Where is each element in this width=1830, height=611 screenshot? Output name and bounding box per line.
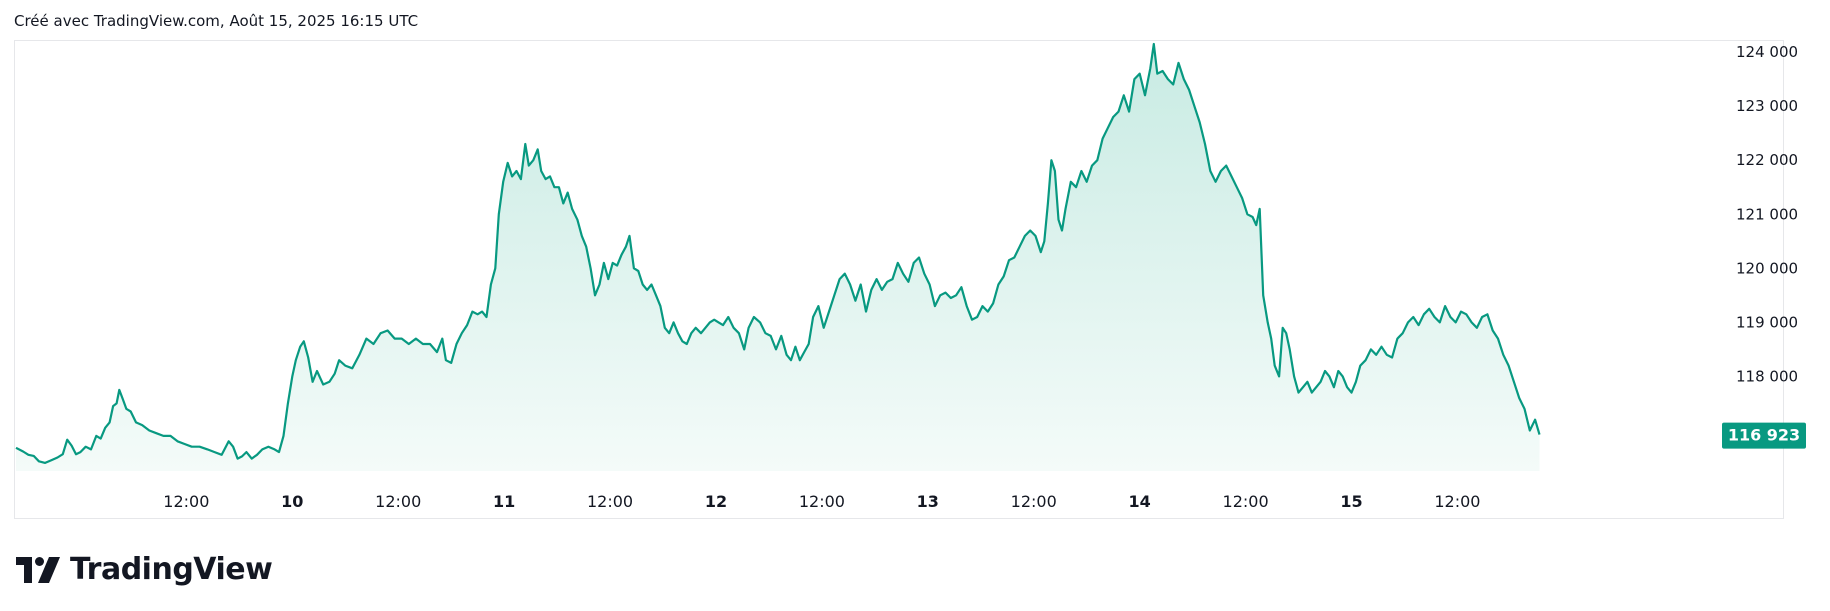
x-axis-tick-label: 11 — [493, 492, 515, 511]
x-axis-tick-label: 12:00 — [1011, 492, 1057, 511]
x-axis-tick-label: 13 — [917, 492, 939, 511]
y-axis-tick-label: 118 000 — [1736, 367, 1798, 385]
x-axis-tick-label: 12:00 — [163, 492, 209, 511]
tradingview-logo-icon — [16, 556, 60, 583]
tradingview-logo-text: TradingView — [70, 552, 273, 587]
y-axis-tick-label: 122 000 — [1736, 151, 1798, 169]
x-axis-tick-label: 12:00 — [1434, 492, 1480, 511]
x-axis-tick-label: 12:00 — [375, 492, 421, 511]
price-area-fill — [16, 44, 1540, 471]
y-axis-tick-label: 121 000 — [1736, 205, 1798, 223]
x-axis-tick-label: 10 — [281, 492, 303, 511]
tradingview-logo[interactable]: TradingView — [16, 552, 273, 587]
x-axis-tick-label: 12:00 — [587, 492, 633, 511]
y-axis-tick-label: 119 000 — [1736, 313, 1798, 331]
chart-frame — [14, 40, 1784, 519]
x-axis-tick-label: 12:00 — [799, 492, 845, 511]
y-axis-tick-label: 124 000 — [1736, 43, 1798, 61]
price-line[interactable] — [15, 42, 1541, 464]
x-axis-tick-label: 15 — [1340, 492, 1362, 511]
x-axis-tick-label: 12 — [705, 492, 727, 511]
last-price-tag — [1722, 422, 1806, 449]
x-axis-tick-label: 12:00 — [1223, 492, 1269, 511]
chart-caption: Créé avec TradingView.com, Août 15, 2025… — [14, 12, 419, 30]
y-axis-tick-label: 123 000 — [1736, 97, 1798, 115]
y-axis-tick-label: 120 000 — [1736, 259, 1798, 277]
last-price-label: 116 923 — [1728, 426, 1800, 445]
x-axis-tick-label: 14 — [1129, 492, 1151, 511]
